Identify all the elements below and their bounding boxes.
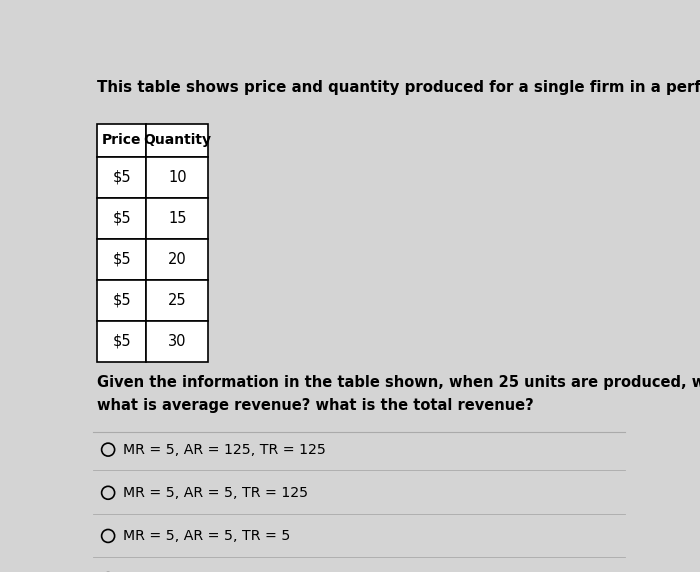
Bar xyxy=(97,124,146,157)
Text: 25: 25 xyxy=(168,293,187,308)
Bar xyxy=(97,280,146,320)
Text: MR = 5, AR = 125, TR = 125: MR = 5, AR = 125, TR = 125 xyxy=(122,443,326,456)
Bar xyxy=(146,157,209,198)
Bar xyxy=(146,239,209,280)
Bar xyxy=(97,239,146,280)
Text: $5: $5 xyxy=(113,170,131,185)
Bar xyxy=(97,157,146,198)
Text: 10: 10 xyxy=(168,170,187,185)
Text: 15: 15 xyxy=(168,210,186,226)
Bar xyxy=(146,320,209,362)
Bar xyxy=(97,198,146,239)
Text: Price: Price xyxy=(102,133,141,147)
Text: Quantity: Quantity xyxy=(144,133,211,147)
Bar xyxy=(146,280,209,320)
Text: 30: 30 xyxy=(168,333,186,348)
Text: Given the information in the table shown, when 25 units are produced, what is th: Given the information in the table shown… xyxy=(97,375,700,413)
Bar xyxy=(146,198,209,239)
Text: $5: $5 xyxy=(113,293,131,308)
Text: $5: $5 xyxy=(113,252,131,267)
Text: MR = 5, AR = 5, TR = 5: MR = 5, AR = 5, TR = 5 xyxy=(122,529,290,543)
Bar xyxy=(97,320,146,362)
Text: 20: 20 xyxy=(168,252,187,267)
Text: This table shows price and quantity produced for a single firm in a perfectly co: This table shows price and quantity prod… xyxy=(97,80,700,94)
Bar xyxy=(146,124,209,157)
Text: $5: $5 xyxy=(113,333,131,348)
Text: $5: $5 xyxy=(113,210,131,226)
Text: MR = 5, AR = 5, TR = 125: MR = 5, AR = 5, TR = 125 xyxy=(122,486,308,500)
